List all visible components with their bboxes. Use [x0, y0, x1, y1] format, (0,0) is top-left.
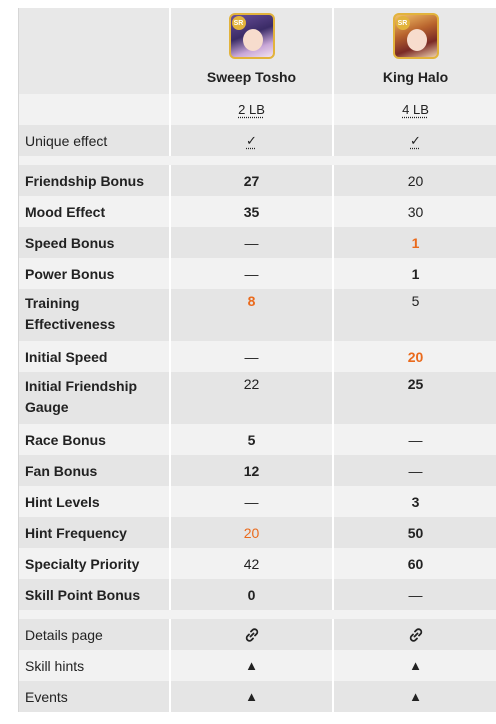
stat-row: Specialty Priority 42 60	[19, 548, 496, 579]
stat-value: 30	[332, 196, 496, 227]
card-portrait-king-halo[interactable]: SR	[392, 13, 439, 59]
card-header-row: SR Sweep Tosho SR King Halo	[19, 8, 496, 94]
stat-row: Initial Friendship Gauge 22 25	[19, 372, 496, 424]
stat-label: Race Bonus	[25, 431, 106, 448]
stat-label: Power Bonus	[25, 265, 115, 282]
stat-value: —	[332, 455, 496, 486]
skill-hints-row: Skill hints ▲ ▲	[19, 650, 496, 681]
stat-value: 12	[169, 455, 332, 486]
stat-value: —	[169, 258, 332, 289]
comparison-table: SR Sweep Tosho SR King Halo 2 LB 4 LB Un…	[18, 8, 496, 712]
stat-label: Fan Bonus	[25, 462, 98, 479]
stat-row: Hint Levels — 3	[19, 486, 496, 517]
card-portrait-sweep-tosho[interactable]: SR	[228, 13, 275, 59]
card-column-2: SR King Halo	[332, 8, 496, 94]
stat-row: Fan Bonus 12 —	[19, 455, 496, 486]
stat-row: Hint Frequency 20 50	[19, 517, 496, 548]
stat-value: 20	[332, 341, 496, 372]
stat-row: Training Effectiveness 8 5	[19, 289, 496, 341]
limit-break-selector[interactable]: 2 LB	[238, 102, 265, 117]
details-page-row: Details page	[19, 619, 496, 650]
stat-value: 1	[332, 227, 496, 258]
stat-label: Training Effectiveness	[25, 295, 116, 332]
stat-row: Race Bonus 5 —	[19, 424, 496, 455]
stat-label: Friendship Bonus	[25, 172, 144, 189]
stat-value: —	[169, 227, 332, 258]
rarity-badge: SR	[395, 16, 410, 30]
stat-label: Hint Frequency	[25, 524, 127, 541]
stat-value: 42	[169, 548, 332, 579]
stat-value: 3	[332, 486, 496, 517]
stat-value: 5	[332, 289, 496, 341]
stat-value: 50	[332, 517, 496, 548]
stat-label: Skill Point Bonus	[25, 586, 141, 603]
header-empty-cell	[19, 8, 169, 94]
expand-triangle-icon[interactable]: ▲	[409, 689, 422, 704]
stat-value: 0	[169, 579, 332, 610]
stat-label: Initial Speed	[25, 348, 108, 365]
stat-label: Specialty Priority	[25, 555, 140, 572]
stat-value: 35	[169, 196, 332, 227]
stat-value: 25	[332, 372, 496, 424]
stat-row: Mood Effect 35 30	[19, 196, 496, 227]
section-gap	[19, 610, 496, 619]
stat-value: 1	[332, 258, 496, 289]
stat-row: Friendship Bonus 27 20	[19, 165, 496, 196]
limit-break-selector[interactable]: 4 LB	[402, 102, 429, 117]
rarity-badge: SR	[231, 16, 246, 30]
stat-value: 22	[169, 372, 332, 424]
stat-row: Skill Point Bonus 0 —	[19, 579, 496, 610]
card-name: King Halo	[382, 69, 449, 85]
stat-label: Mood Effect	[25, 203, 106, 220]
stat-value: 5	[169, 424, 332, 455]
section-gap	[19, 156, 496, 165]
stat-row: Speed Bonus — 1	[19, 227, 496, 258]
link-icon[interactable]	[244, 627, 260, 643]
stat-row: Power Bonus — 1	[19, 258, 496, 289]
row-label: Events	[25, 688, 68, 705]
row-label: Details page	[25, 626, 103, 643]
stat-label: Hint Levels	[25, 493, 100, 510]
limit-break-row: 2 LB 4 LB	[19, 94, 496, 125]
stat-value: 8	[169, 289, 332, 341]
unique-effect-check[interactable]: ✓	[246, 132, 257, 148]
stat-row: Initial Speed — 20	[19, 341, 496, 372]
row-label: Skill hints	[25, 657, 85, 674]
stat-label: Initial Friendship Gauge	[25, 378, 138, 415]
stat-value: —	[169, 341, 332, 372]
expand-triangle-icon[interactable]: ▲	[409, 658, 422, 673]
stat-value: —	[169, 486, 332, 517]
unique-effect-row: Unique effect ✓ ✓	[19, 125, 496, 156]
events-row: Events ▲ ▲	[19, 681, 496, 712]
expand-triangle-icon[interactable]: ▲	[245, 689, 258, 704]
stat-value: —	[332, 579, 496, 610]
stat-value: 20	[169, 517, 332, 548]
card-name: Sweep Tosho	[206, 69, 297, 85]
link-icon[interactable]	[408, 627, 424, 643]
stat-value: 20	[332, 165, 496, 196]
expand-triangle-icon[interactable]: ▲	[245, 658, 258, 673]
unique-effect-check[interactable]: ✓	[410, 132, 421, 148]
stat-label: Speed Bonus	[25, 234, 115, 251]
stat-value: 27	[169, 165, 332, 196]
stat-value: 60	[332, 548, 496, 579]
row-label: Unique effect	[25, 132, 108, 149]
stat-value: —	[332, 424, 496, 455]
card-column-1: SR Sweep Tosho	[169, 8, 332, 94]
